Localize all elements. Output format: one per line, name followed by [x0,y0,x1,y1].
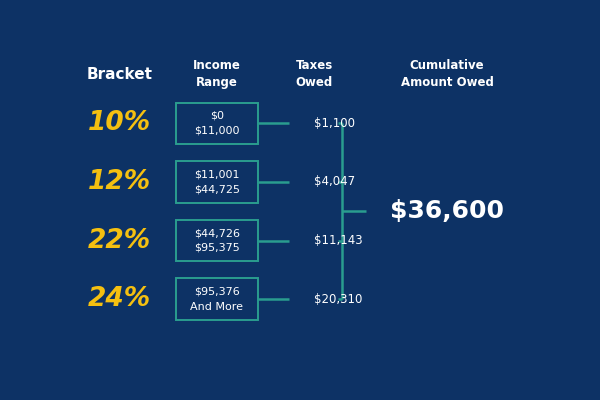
Text: $44,726: $44,726 [194,228,240,238]
Text: Bracket: Bracket [86,67,152,82]
Text: Cumulative
Amount Owed: Cumulative Amount Owed [401,60,493,89]
Text: $11,001: $11,001 [194,170,239,180]
Text: $95,375: $95,375 [194,243,240,253]
Text: 24%: 24% [88,286,151,312]
Text: $44,725: $44,725 [194,184,240,194]
Text: $36,600: $36,600 [390,199,504,223]
Text: $4,047: $4,047 [314,176,356,188]
Text: $11,000: $11,000 [194,126,239,136]
Text: Taxes
Owed: Taxes Owed [296,60,333,89]
Text: 10%: 10% [88,110,151,136]
Text: $95,376: $95,376 [194,286,240,296]
Text: $11,143: $11,143 [314,234,363,247]
Text: And More: And More [190,302,244,312]
Text: 12%: 12% [88,169,151,195]
Text: Income
Range: Income Range [193,60,241,89]
Text: $20,310: $20,310 [314,292,363,306]
Text: $1,100: $1,100 [314,117,355,130]
Text: 22%: 22% [88,228,151,254]
Text: $0: $0 [210,111,224,121]
